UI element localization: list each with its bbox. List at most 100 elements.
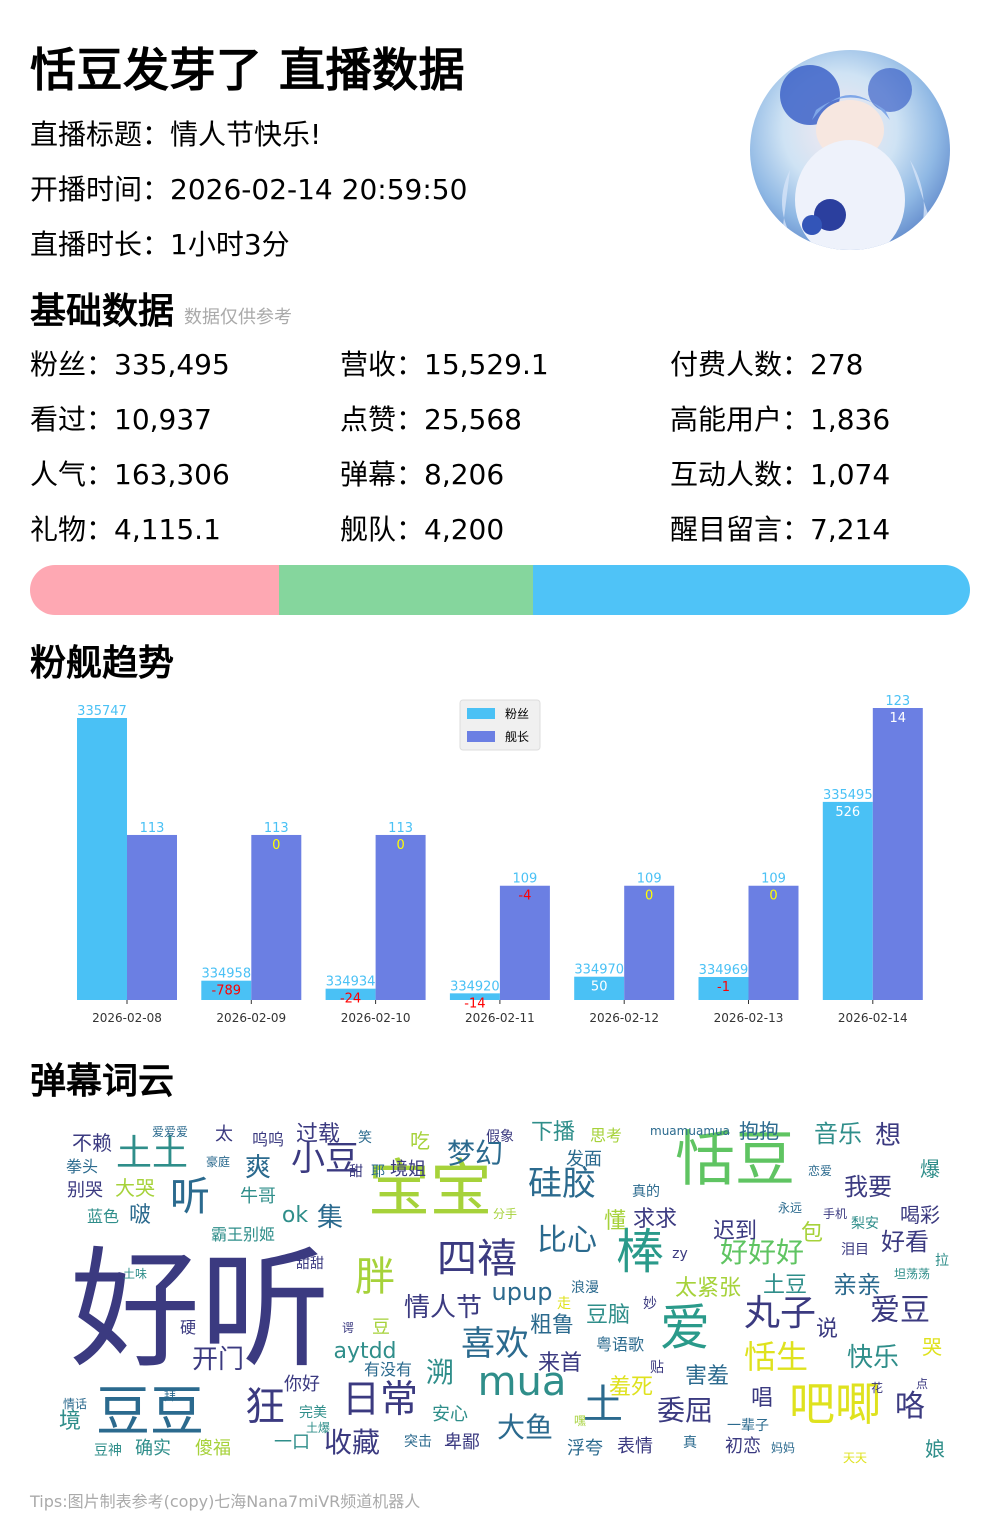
fans-bar — [325, 988, 376, 1000]
fans-value-label: 334934 — [326, 975, 376, 990]
wordcloud-word: 四禧 — [437, 1236, 517, 1282]
wordcloud-word: 坦荡荡 — [894, 1267, 930, 1281]
fans-captain-trend-chart: 335747 113 2026-02-08 334958 113 -789 0 2026-02… — [77, 694, 923, 1025]
stat-value: 4,115.1 — [114, 513, 221, 546]
wordcloud-word: 甜甜 — [296, 1256, 324, 1272]
fans-value-label: 335495 — [823, 788, 873, 803]
stat-label: 看过： — [30, 403, 115, 436]
wordcloud-word: 硬 — [180, 1318, 196, 1337]
start-time-value: 2026-02-14 20:59:50 — [170, 173, 468, 206]
captain-delta-label: 0 — [769, 889, 777, 904]
wordcloud-word: 情人节 — [404, 1293, 482, 1323]
wordcloud-word: 小豆 — [291, 1139, 359, 1179]
stat-value: 15,529.1 — [424, 348, 549, 381]
basic-data-heading: 基础数据 数据仅供参考 — [30, 282, 292, 334]
captain-bar — [251, 834, 302, 1000]
wordcloud-word: 懂 — [604, 1209, 626, 1234]
stat-value: 278 — [810, 348, 864, 381]
wordcloud-word: 土 — [583, 1382, 623, 1428]
captain-delta-label: 0 — [645, 889, 653, 904]
stat-label: 付费人数： — [670, 348, 811, 381]
wordcloud-word: 快乐 — [847, 1343, 899, 1373]
wordcloud-word: 谔 — [342, 1321, 354, 1335]
wordcloud-word: 一口 — [274, 1432, 310, 1453]
wordcloud-word: 迟到 — [713, 1219, 757, 1244]
stat-item: 弹幕：8,206 — [340, 453, 504, 493]
wordcloud-word: 亲亲 — [833, 1271, 881, 1299]
stat-value: 1,836 — [810, 403, 891, 436]
wordcloud-word: 溯 — [426, 1356, 454, 1389]
captain-bar — [127, 834, 177, 1000]
live-title-row: 直播标题：情人节快乐! — [30, 113, 321, 153]
wordcloud-word: 豆神 — [94, 1443, 122, 1459]
stat-label: 粉丝： — [30, 348, 115, 381]
wordcloud-word: 宝宝 — [368, 1152, 492, 1225]
captain-delta-label: 0 — [396, 838, 404, 853]
wordcloud-word: 境姐 — [390, 1159, 426, 1180]
duration-value: 1小时3分 — [170, 228, 290, 261]
revenue-bar-segment — [532, 565, 970, 615]
stat-label: 点赞： — [340, 403, 425, 436]
wordcloud-word: 甜 — [349, 1164, 363, 1180]
stat-item: 看过：10,937 — [30, 398, 212, 438]
x-tick-label: 2026-02-11 — [465, 1011, 535, 1025]
wordcloud-word: 豆豆 — [96, 1380, 204, 1443]
wordcloud-word: 发面 — [566, 1149, 602, 1170]
captain-delta-label: -4 — [518, 889, 531, 904]
wordcloud-word: 土豆 — [763, 1273, 807, 1298]
footer-tips: Tips:图片制表参考(copy)七海Nana7miVR频道机器人 — [30, 1492, 421, 1511]
wordcloud-word: 大鱼 — [497, 1411, 553, 1444]
start-time-label: 开播时间： — [30, 173, 171, 206]
x-tick-label: 2026-02-10 — [341, 1011, 411, 1025]
wordcloud-word: 妈妈 — [771, 1441, 795, 1455]
captain-bar — [748, 885, 799, 1000]
revenue-share-bar — [30, 565, 970, 615]
wordcloud-word: 委屈 — [657, 1394, 713, 1427]
stat-item: 礼物：4,115.1 — [30, 508, 221, 548]
stat-value: 1,074 — [810, 458, 891, 491]
stat-label: 高能用户： — [670, 403, 811, 436]
wordcloud-word: 啵 — [129, 1203, 151, 1228]
fans-value-label: 334920 — [450, 979, 500, 994]
wordcloud-word: 安心 — [432, 1404, 468, 1425]
captain-value-label: 113 — [388, 821, 413, 836]
fans-delta-label: 50 — [591, 980, 608, 995]
legend-fans-swatch — [467, 708, 495, 719]
captain-bar — [872, 708, 923, 1000]
x-tick-label: 2026-02-09 — [216, 1011, 286, 1025]
fans-value-label: 335747 — [77, 704, 127, 719]
wordcloud-word: 突击 — [404, 1434, 432, 1450]
captain-bar — [375, 834, 426, 1000]
stat-value: 335,495 — [114, 348, 230, 381]
wordcloud-word: 喜欢 — [461, 1324, 529, 1364]
wordcloud-word: 表情 — [617, 1436, 653, 1457]
wordcloud-word: 喝彩 — [900, 1203, 940, 1227]
stat-item: 人气：163,306 — [30, 453, 230, 493]
wordcloud-word: 你好 — [284, 1374, 320, 1395]
page-title: 恬豆发芽了 直播数据 — [30, 43, 466, 97]
wordcloud-word: muamuamua — [650, 1124, 730, 1138]
wordcloud-word: 一辈子 — [727, 1418, 769, 1434]
live-title-value: 情人节快乐! — [170, 118, 322, 151]
wordcloud-word: 害羞 — [685, 1364, 729, 1389]
wordcloud-word: 初恋 — [725, 1435, 761, 1457]
legend-fans-label: 粉丝 — [505, 707, 529, 721]
wordcloud-word: 霸王别姬 — [211, 1225, 275, 1244]
wordcloud-word: 豆 — [372, 1317, 390, 1338]
wordcloud-word: 日常 — [342, 1377, 418, 1421]
wordcloud-word: 音乐 — [814, 1120, 862, 1148]
wordcloud-word: 浪漫 — [571, 1280, 599, 1296]
wordcloud-word: 来首 — [538, 1351, 582, 1376]
wordcloud-word: 太 — [215, 1124, 233, 1145]
captain-value-label: 109 — [761, 872, 786, 887]
wordcloud-word: 拜 — [164, 1389, 176, 1403]
wordcloud-word: 情话 — [63, 1397, 87, 1411]
wordcloud-word: 土味 — [123, 1267, 147, 1281]
wordcloud-word: 蓝色 — [87, 1207, 119, 1226]
fans-delta-label: -1 — [717, 980, 730, 995]
wordcloud-word: zy — [672, 1246, 688, 1262]
wordcloud-word: 吃 — [410, 1129, 430, 1153]
duration-label: 直播时长： — [30, 228, 171, 261]
wordcloud-word: 嘿 — [574, 1414, 586, 1428]
